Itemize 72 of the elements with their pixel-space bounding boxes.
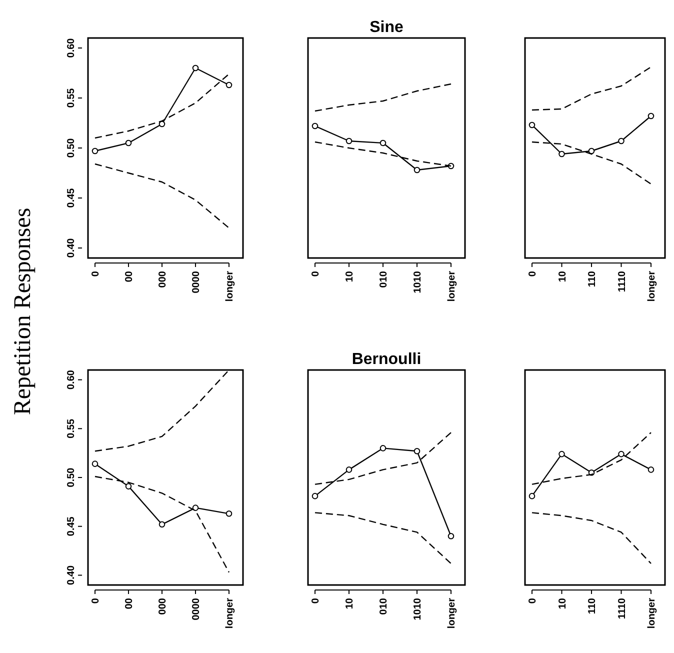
y-tick-label: 0.45 — [66, 188, 77, 208]
point — [226, 510, 232, 517]
x-tick-label: 00 — [124, 270, 135, 282]
x-tick-label: 10 — [557, 598, 568, 610]
x-tick-label: 010 — [378, 598, 390, 615]
x-tick-label: 0 — [528, 270, 538, 277]
y-tick-label: 0.40 — [66, 565, 77, 585]
x-tick-label: 110 — [587, 598, 598, 614]
line-series — [94, 163, 230, 229]
x-tick-label: 0 — [310, 598, 322, 604]
x-tick-label: 10 — [344, 270, 356, 282]
point — [558, 450, 565, 458]
point — [226, 82, 232, 88]
point — [380, 445, 386, 452]
x-tick-label: 110 — [587, 270, 598, 288]
point — [346, 138, 352, 144]
point — [648, 466, 654, 473]
x-tick-label: longer — [646, 270, 658, 302]
point — [125, 140, 132, 146]
x-tick-label: 0 — [90, 270, 102, 277]
x-tick-label: 1010 — [412, 598, 424, 620]
x-tick-label: 0 — [90, 598, 102, 604]
x-tick-label: 000 — [158, 270, 168, 288]
x-tick-label: longer — [646, 598, 658, 629]
point — [158, 521, 166, 528]
x-tick-label: 0 — [528, 598, 538, 604]
x-tick-label: 1010 — [412, 270, 424, 294]
x-tick-label: 10 — [557, 270, 568, 282]
chart-title: Sine — [370, 19, 404, 36]
x-tick-label: longer — [446, 598, 458, 629]
y-axis-title: Repetition Responses — [10, 208, 36, 416]
point — [414, 166, 420, 174]
point — [125, 483, 132, 490]
point — [312, 492, 318, 500]
point — [558, 150, 565, 158]
x-tick-label: 00 — [124, 598, 135, 610]
point — [380, 140, 386, 146]
point — [92, 148, 98, 154]
y-tick-label: 0.60 — [66, 38, 77, 58]
point — [618, 138, 624, 144]
x-tick-label: longer — [224, 270, 236, 302]
x-tick-label: 010 — [378, 270, 390, 288]
y-tick-label: 0.55 — [66, 418, 77, 438]
y-tick-label: 0.50 — [66, 467, 77, 488]
y-tick-label: 0.50 — [66, 138, 77, 158]
x-tick-label: 000 — [158, 598, 168, 615]
x-tick-label: 0000 — [191, 598, 202, 620]
point — [618, 450, 624, 458]
point — [648, 112, 654, 120]
x-tick-label: 0000 — [191, 270, 202, 294]
point — [312, 122, 318, 130]
x-tick-label: longer — [224, 598, 236, 629]
chart-title: Bernoulli — [352, 351, 422, 368]
point — [92, 460, 98, 467]
x-tick-label: 10 — [344, 598, 356, 610]
point — [448, 532, 454, 540]
x-tick-label: 0 — [310, 270, 322, 277]
point — [588, 148, 595, 154]
y-tick-label: 0.60 — [66, 370, 77, 390]
y-tick-label: 0.40 — [66, 238, 77, 258]
point — [528, 122, 536, 128]
point — [346, 466, 352, 473]
point — [192, 64, 199, 72]
point — [414, 448, 420, 454]
x-tick-label: 1110 — [616, 270, 628, 292]
point — [192, 504, 199, 511]
point — [158, 120, 166, 128]
y-tick-label: 0.45 — [66, 516, 77, 536]
point — [528, 492, 536, 500]
x-tick-label: longer — [446, 270, 458, 302]
x-tick-label: 1110 — [616, 598, 628, 620]
y-tick-label: 0.55 — [66, 88, 77, 108]
